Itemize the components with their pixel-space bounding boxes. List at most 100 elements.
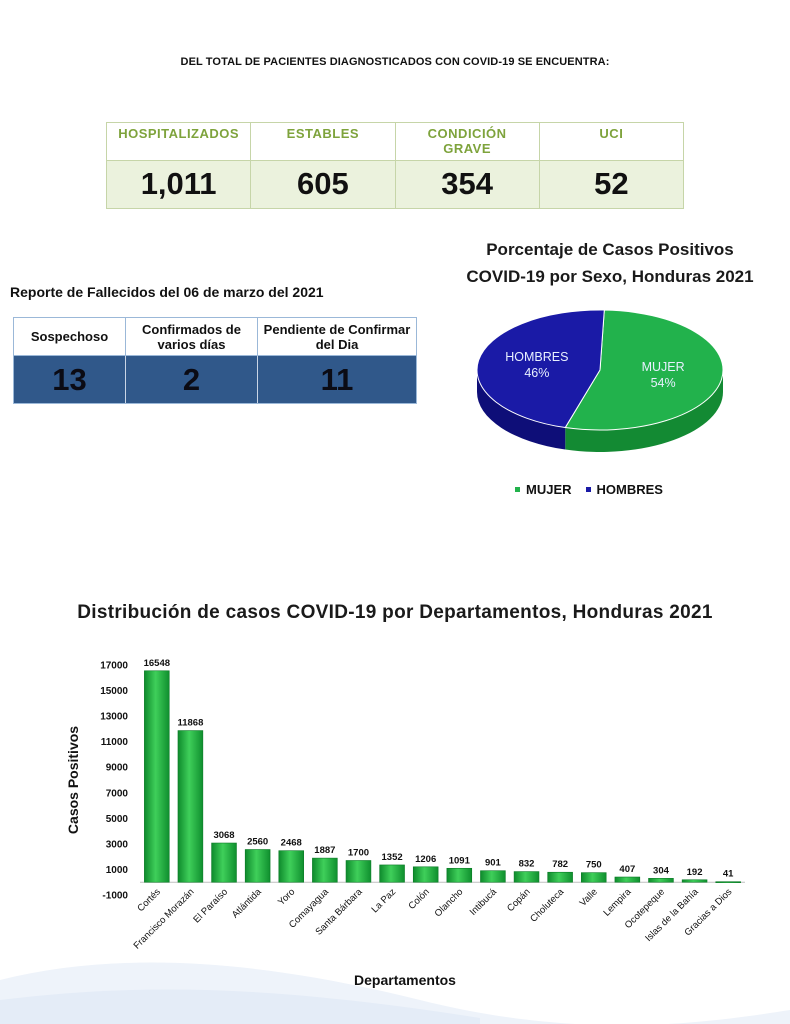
status-value: 1,011 xyxy=(107,161,251,208)
legend-item-hombres: HOMBRES xyxy=(585,482,663,497)
bar xyxy=(244,849,271,883)
bar-data-label: 3068 xyxy=(213,830,234,841)
bar xyxy=(581,872,607,883)
y-tick-label: 5000 xyxy=(106,814,129,825)
bar xyxy=(144,670,170,883)
x-tick-label: Copán xyxy=(505,887,533,915)
status-label: UCI xyxy=(539,123,683,161)
bar xyxy=(446,867,473,883)
legend-item-mujer: MUJER xyxy=(515,482,572,497)
intro-heading: DEL TOTAL DE PACIENTES DIAGNOSTICADOS CO… xyxy=(180,56,610,68)
bar xyxy=(379,864,405,883)
bar-data-label: 1700 xyxy=(348,848,369,859)
pie-side-hombres xyxy=(477,370,566,450)
deaths-value-cell: 11 xyxy=(258,356,416,403)
bar xyxy=(547,871,573,883)
bar xyxy=(177,730,204,883)
deaths-header-cell: Pendiente de Confirmar del Dia xyxy=(258,318,416,356)
y-tick-label: 9000 xyxy=(106,763,129,774)
x-tick-label: El Paraíso xyxy=(191,887,230,926)
bar-data-label: 1091 xyxy=(449,855,471,866)
x-tick-label: Yoro xyxy=(276,887,297,908)
status-col-uci: UCI 52 xyxy=(539,123,683,208)
bar xyxy=(211,842,237,883)
bar-data-label: 2468 xyxy=(281,838,302,849)
bar xyxy=(278,850,304,883)
x-tick-label: Olancho xyxy=(433,887,466,920)
bar-data-label: 11868 xyxy=(177,718,203,729)
status-value: 354 xyxy=(395,161,539,208)
x-tick-label: Intibucá xyxy=(468,886,500,918)
bar-data-label: 407 xyxy=(619,864,635,875)
pie-chart-title: Porcentaje de Casos Positivos COVID-19 p… xyxy=(430,236,790,290)
x-tick-label: Valle xyxy=(578,887,600,909)
x-tick-label: La Paz xyxy=(370,886,399,915)
deaths-table: Sospechoso Confirmados de varios días Pe… xyxy=(13,317,417,404)
x-tick-label: Colón xyxy=(406,887,431,912)
deaths-value-cell: 2 xyxy=(126,356,258,403)
pie-title-line: Porcentaje de Casos Positivos xyxy=(486,240,734,259)
bar xyxy=(513,871,540,883)
bar xyxy=(312,857,338,883)
deaths-header-row: Sospechoso Confirmados de varios días Pe… xyxy=(14,318,416,356)
status-label: HOSPITALIZADOS xyxy=(107,123,251,161)
pie-slice-hombres xyxy=(476,309,605,429)
y-tick-label: 1000 xyxy=(106,865,129,876)
pie-slice-mujer xyxy=(564,309,724,431)
bar-data-label: 2560 xyxy=(247,837,268,848)
bar-data-label: 192 xyxy=(687,867,703,878)
bar-data-label: 901 xyxy=(485,858,502,869)
x-axis-title: Departamentos xyxy=(354,972,456,988)
pie-slice-label: MUJER xyxy=(642,360,685,374)
wave-shape xyxy=(0,989,480,1024)
deaths-value-cell: 13 xyxy=(14,356,126,403)
pie-title-line: COVID-19 por Sexo, Honduras 2021 xyxy=(466,267,754,286)
y-tick-label: 17000 xyxy=(100,661,128,672)
status-value: 52 xyxy=(539,161,683,208)
pie-slice-percent: 54% xyxy=(651,376,676,390)
legend-label: HOMBRES xyxy=(596,482,663,497)
deaths-header-cell: Sospechoso xyxy=(14,318,126,356)
deaths-report-title: Reporte de Fallecidos del 06 de marzo de… xyxy=(10,284,324,300)
patient-status-table: HOSPITALIZADOS 1,011 ESTABLES 605 CONDIC… xyxy=(106,122,684,209)
pie-chart: MUJER 54% HOMBRES 46% xyxy=(476,309,724,452)
legend-swatch-hombres xyxy=(585,487,591,492)
bar-data-label: 1206 xyxy=(415,854,436,865)
y-tick-label: 3000 xyxy=(106,839,129,850)
deaths-values-row: 13 2 11 xyxy=(14,356,416,403)
x-tick-label: Lempira xyxy=(601,886,634,919)
bar xyxy=(681,879,708,883)
bar-data-label: 750 xyxy=(586,860,602,871)
y-tick-label: -1000 xyxy=(102,891,128,902)
bar-data-label: 41 xyxy=(723,869,734,880)
status-col-grave: CONDICIÓN GRAVE 354 xyxy=(395,123,540,208)
bar-data-label: 1887 xyxy=(314,845,335,856)
pie-side-mujer xyxy=(565,370,723,452)
x-tick-label: Atlántida xyxy=(230,886,264,920)
bar xyxy=(412,866,439,883)
legend-label: MUJER xyxy=(526,482,572,497)
bar-data-label: 16548 xyxy=(144,658,170,669)
status-value: 605 xyxy=(251,161,395,208)
legend-swatch-mujer xyxy=(515,487,520,492)
y-tick-label: 11000 xyxy=(101,737,129,748)
y-tick-label: 7000 xyxy=(106,788,129,799)
y-tick-label: 13000 xyxy=(100,712,128,723)
pie-slice-percent: 46% xyxy=(524,366,549,380)
bar-chart-title: Distribución de casos COVID-19 por Depar… xyxy=(77,602,713,623)
bar xyxy=(648,878,674,883)
bar-data-label: 782 xyxy=(552,859,568,870)
bar-data-label: 1352 xyxy=(382,852,403,863)
status-col-hospitalizados: HOSPITALIZADOS 1,011 xyxy=(107,123,252,208)
bar xyxy=(715,881,741,883)
pie-legend: MUJER HOMBRES xyxy=(515,482,663,497)
y-tick-label: 15000 xyxy=(100,686,128,697)
x-tick-label: Choluteca xyxy=(528,886,567,925)
decorative-wave xyxy=(0,962,790,1024)
x-tick-label: Cortés xyxy=(135,886,163,914)
bar-data-label: 304 xyxy=(653,865,670,876)
bar xyxy=(480,870,506,883)
bar-chart: -1000 1000 3000 5000 7000 9000 11000 13000 15000… xyxy=(65,658,745,988)
pie-slice-label: HOMBRES xyxy=(505,350,568,364)
bar xyxy=(345,860,372,883)
